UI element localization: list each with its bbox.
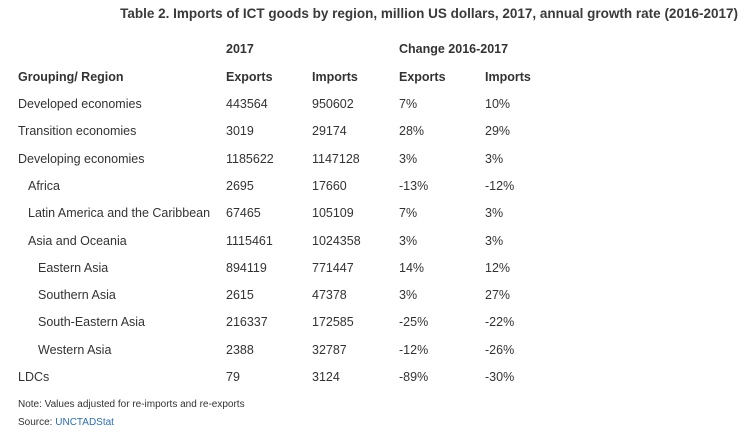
- header-year: 2017: [226, 42, 254, 56]
- source-link[interactable]: UNCTADStat: [55, 417, 114, 428]
- table-row: Latin America and the Caribbean 67465 1051…: [0, 206, 750, 233]
- table-row: Western Asia 2388 32787 -12% -26%: [0, 343, 750, 370]
- cell-imports-change: 12%: [485, 260, 511, 275]
- cell-exports-change: 3%: [399, 151, 418, 166]
- table-row: LDCs 79 3124 -89% -30%: [0, 370, 750, 397]
- cell-region: Transition economies: [18, 124, 137, 139]
- cell-imports-change: -26%: [485, 342, 515, 357]
- source-label: Source:: [18, 417, 56, 428]
- footnote: Note: Values adjusted for re-imports and…: [18, 399, 245, 410]
- cell-exports-2017: 3019: [226, 124, 254, 139]
- column-header-imports-2017: Imports: [312, 70, 358, 84]
- cell-imports-change: 29%: [485, 124, 511, 139]
- table-row: Eastern Asia 894119 771447 14% 12%: [0, 261, 750, 288]
- cell-exports-2017: 2615: [226, 288, 254, 303]
- cell-exports-change: -25%: [399, 315, 429, 330]
- cell-exports-change: 3%: [399, 288, 418, 303]
- cell-region: South-Eastern Asia: [38, 315, 146, 330]
- cell-imports-change: -12%: [485, 178, 515, 193]
- cell-imports-change: 3%: [485, 151, 504, 166]
- cell-exports-change: 7%: [399, 97, 418, 111]
- cell-imports-2017: 1024358: [312, 233, 361, 248]
- cell-exports-change: -12%: [399, 342, 429, 357]
- cell-exports-2017: 216337: [226, 315, 268, 330]
- cell-exports-change: 7%: [399, 206, 418, 221]
- table-row: Africa 2695 17660 -13% -12%: [0, 179, 750, 206]
- cell-exports-2017: 894119: [226, 260, 267, 275]
- cell-imports-change: -30%: [485, 370, 515, 384]
- cell-region: Southern Asia: [38, 288, 116, 303]
- cell-exports-2017: 67465: [226, 206, 261, 221]
- cell-region: Developed economies: [18, 97, 142, 111]
- table-row: Developed economies 443564 950602 7% 10%: [0, 97, 750, 124]
- cell-exports-change: -89%: [399, 370, 429, 384]
- cell-exports-2017: 2695: [226, 178, 254, 193]
- table-title: Table 2. Imports of ICT goods by region,…: [120, 6, 738, 21]
- cell-exports-2017: 443564: [226, 97, 268, 111]
- cell-region: Latin America and the Caribbean: [28, 206, 211, 221]
- cell-imports-2017: 1147128: [312, 151, 360, 166]
- cell-imports-change: -22%: [485, 315, 515, 330]
- cell-region: Africa: [28, 178, 60, 193]
- table-row: South-Eastern Asia 216337 172585 -25% -22%: [0, 315, 750, 342]
- cell-region: Eastern Asia: [38, 260, 109, 275]
- cell-imports-2017: 32787: [312, 342, 347, 357]
- cell-region: Developing economies: [18, 151, 145, 166]
- cell-imports-change: 27%: [485, 288, 511, 303]
- cell-imports-2017: 3124: [312, 370, 340, 384]
- table-row: Southern Asia 2615 47378 3% 27%: [0, 288, 750, 315]
- header-change: Change 2016-2017: [399, 42, 509, 56]
- column-header-exports-2017: Exports: [226, 70, 273, 84]
- table-row: Transition economies 3019 29174 28% 29%: [0, 124, 750, 151]
- cell-exports-change: 3%: [399, 233, 418, 248]
- cell-region: Asia and Oceania: [28, 233, 127, 248]
- cell-imports-2017: 105109: [312, 206, 354, 221]
- cell-region: LDCs: [18, 370, 50, 384]
- cell-exports-2017: 1185622: [226, 151, 274, 166]
- cell-imports-2017: 47378: [312, 288, 347, 303]
- cell-imports-2017: 172585: [312, 315, 354, 330]
- column-header-region: Grouping/ Region: [18, 70, 124, 84]
- cell-exports-change: 14%: [399, 260, 425, 275]
- column-header-exports-change: Exports: [399, 70, 446, 84]
- cell-exports-2017: 79: [226, 370, 240, 384]
- source-line: Source: UNCTADStat: [18, 417, 114, 428]
- cell-imports-change: 10%: [485, 97, 511, 111]
- cell-imports-2017: 29174: [312, 124, 347, 139]
- cell-exports-change: 28%: [399, 124, 425, 139]
- table-row: Developing economies 1185622 1147128 3% 3%: [0, 152, 750, 179]
- cell-imports-2017: 17660: [312, 178, 347, 193]
- cell-imports-2017: 771447: [312, 260, 354, 275]
- table-row: Asia and Oceania 1115461 1024358 3% 3%: [0, 234, 750, 261]
- column-header-imports-change: Imports: [485, 70, 531, 84]
- cell-region: Western Asia: [38, 342, 112, 357]
- cell-imports-change: 3%: [485, 206, 504, 221]
- cell-exports-2017: 1115461: [226, 233, 273, 248]
- cell-imports-change: 3%: [485, 233, 504, 248]
- cell-imports-2017: 950602: [312, 97, 354, 111]
- cell-exports-change: -13%: [399, 178, 429, 193]
- cell-exports-2017: 2388: [226, 342, 254, 357]
